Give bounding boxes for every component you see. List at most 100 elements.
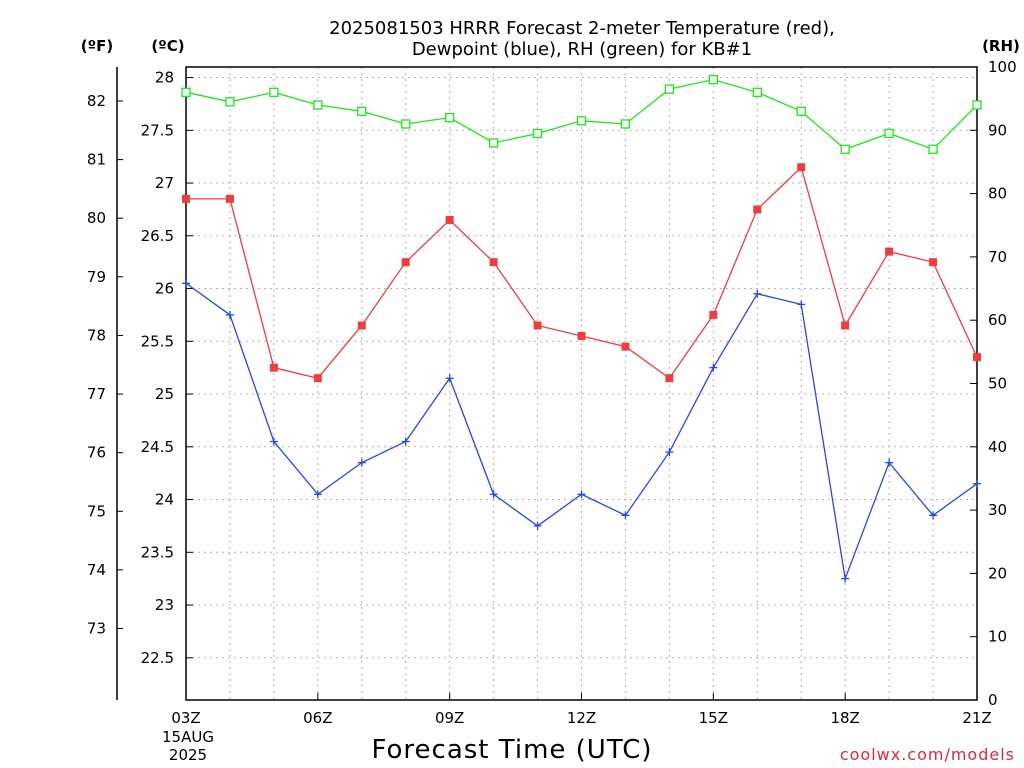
celsius-tick-label: 25.5 — [141, 332, 174, 350]
dewpoint-point — [445, 374, 454, 383]
rh-point — [313, 100, 323, 110]
dewpoint-point — [709, 363, 718, 372]
rh-tick-label: 30 — [988, 501, 1007, 519]
rh-tick-label: 60 — [988, 311, 1007, 329]
temperature-point — [577, 332, 586, 341]
rh-tick-label: 50 — [988, 375, 1007, 393]
rh-point — [225, 97, 235, 107]
dewpoint-point — [885, 458, 894, 467]
temperature-point — [357, 321, 366, 330]
temperature-point — [313, 374, 322, 383]
fahrenheit-tick-label: 79 — [87, 268, 106, 286]
fahrenheit-tick-label: 74 — [87, 561, 106, 579]
fahrenheit-tick-label: 81 — [87, 151, 106, 169]
x-tick-label: 06Z — [303, 709, 332, 727]
temperature-point — [885, 247, 894, 256]
celsius-tick-label: 23 — [155, 596, 174, 614]
dewpoint-point — [225, 310, 234, 319]
celsius-tick-label: 22.5 — [141, 649, 174, 667]
rh-point — [796, 106, 806, 116]
x-tick-label: 03Z — [171, 709, 200, 727]
rh-point — [840, 144, 850, 154]
dewpoint-point — [269, 437, 278, 446]
dewpoint-point — [841, 574, 850, 583]
celsius-tick-label: 26 — [155, 280, 174, 298]
rh-point — [181, 87, 191, 97]
fahrenheit-tick-label: 82 — [87, 92, 106, 110]
dewpoint-point — [929, 511, 938, 520]
temperature-point — [621, 342, 630, 351]
temperature-point — [753, 205, 762, 214]
celsius-tick-label: 24 — [155, 491, 174, 509]
celsius-unit-label: (ºC) — [151, 37, 184, 55]
fahrenheit-tick-label: 80 — [87, 209, 106, 227]
x-tick-label: 21Z — [962, 709, 991, 727]
temperature-point — [797, 163, 806, 172]
rh-series-line — [185, 78, 978, 151]
temperature-point — [401, 258, 410, 267]
rh-point — [928, 144, 938, 154]
fahrenheit-tick-label: 78 — [87, 326, 106, 344]
rh-point — [752, 87, 762, 97]
dewpoint-point — [797, 300, 806, 309]
fahrenheit-tick-label: 76 — [87, 444, 106, 462]
rh-point — [884, 128, 894, 139]
dewpoint-point — [665, 448, 674, 457]
rh-point — [576, 116, 587, 126]
celsius-tick-label: 28 — [155, 69, 174, 87]
dewpoint-point — [489, 490, 498, 499]
chart-title-line-1: 2025081503 HRRR Forecast 2-meter Tempera… — [329, 18, 835, 39]
rh-tick-label: 40 — [988, 438, 1007, 456]
temperature-point — [489, 258, 498, 267]
rh-point — [620, 119, 631, 129]
celsius-tick-label: 26.5 — [141, 227, 174, 245]
rh-tick-label: 80 — [988, 185, 1007, 203]
rh-point — [269, 87, 279, 97]
temperature-point — [269, 363, 278, 372]
temperature-point — [445, 215, 454, 224]
rh-point — [708, 75, 718, 85]
dewpoint-point — [182, 279, 190, 288]
x-tick-label: 15Z — [699, 709, 728, 727]
dewpoint-point — [973, 479, 981, 488]
fahrenheit-tick-label: 73 — [87, 619, 106, 637]
dewpoint-point — [753, 289, 762, 298]
rh-tick-label: 100 — [988, 58, 1017, 76]
tick-labels: 22.5 23 23.5 24 24.5 25 25.5 26 26.5 27 27.5 28 73 74… — [87, 58, 1017, 727]
rh-tick-label: 20 — [988, 564, 1007, 582]
fahrenheit-tick-label: 75 — [87, 502, 106, 520]
celsius-tick-label: 23.5 — [141, 543, 174, 561]
temperature-point — [533, 321, 542, 330]
rh-tick-label: 0 — [988, 691, 998, 709]
dewpoint-point — [621, 511, 630, 520]
temperature-point — [182, 194, 190, 203]
dewpoint-series-line — [185, 282, 978, 582]
x-axis-label: Forecast Time (UTC) — [371, 735, 652, 765]
dewpoint-point — [577, 490, 586, 499]
temperature-point — [929, 258, 938, 267]
data-series — [181, 75, 982, 583]
rh-point — [488, 138, 499, 148]
x-tick-label: 09Z — [435, 709, 464, 727]
rh-unit-label: (RH) — [982, 37, 1020, 55]
celsius-tick-label: 24.5 — [141, 438, 174, 456]
rh-tick-label: 70 — [988, 248, 1007, 266]
celsius-tick-label: 27 — [155, 174, 174, 192]
rh-tick-label: 90 — [988, 121, 1007, 139]
dewpoint-point — [533, 521, 542, 530]
temperature-point — [841, 321, 850, 330]
rh-point — [445, 112, 455, 123]
fahrenheit-tick-label: 77 — [87, 385, 106, 403]
celsius-tick-label: 25 — [155, 385, 174, 403]
dewpoint-point — [313, 490, 322, 499]
credit-link[interactable]: coolwx.com/models — [840, 745, 1015, 764]
fahrenheit-unit-label: (ºF) — [81, 37, 113, 55]
date-label-year: 2025 — [169, 746, 207, 764]
temperature-point — [665, 374, 674, 383]
celsius-tick-label: 27.5 — [141, 121, 174, 139]
dewpoint-point — [401, 437, 410, 446]
chart-title-line-2: Dewpoint (blue), RH (green) for KB#1 — [412, 39, 752, 60]
x-tick-label: 12Z — [567, 709, 596, 727]
rh-tick-label: 10 — [988, 628, 1007, 646]
